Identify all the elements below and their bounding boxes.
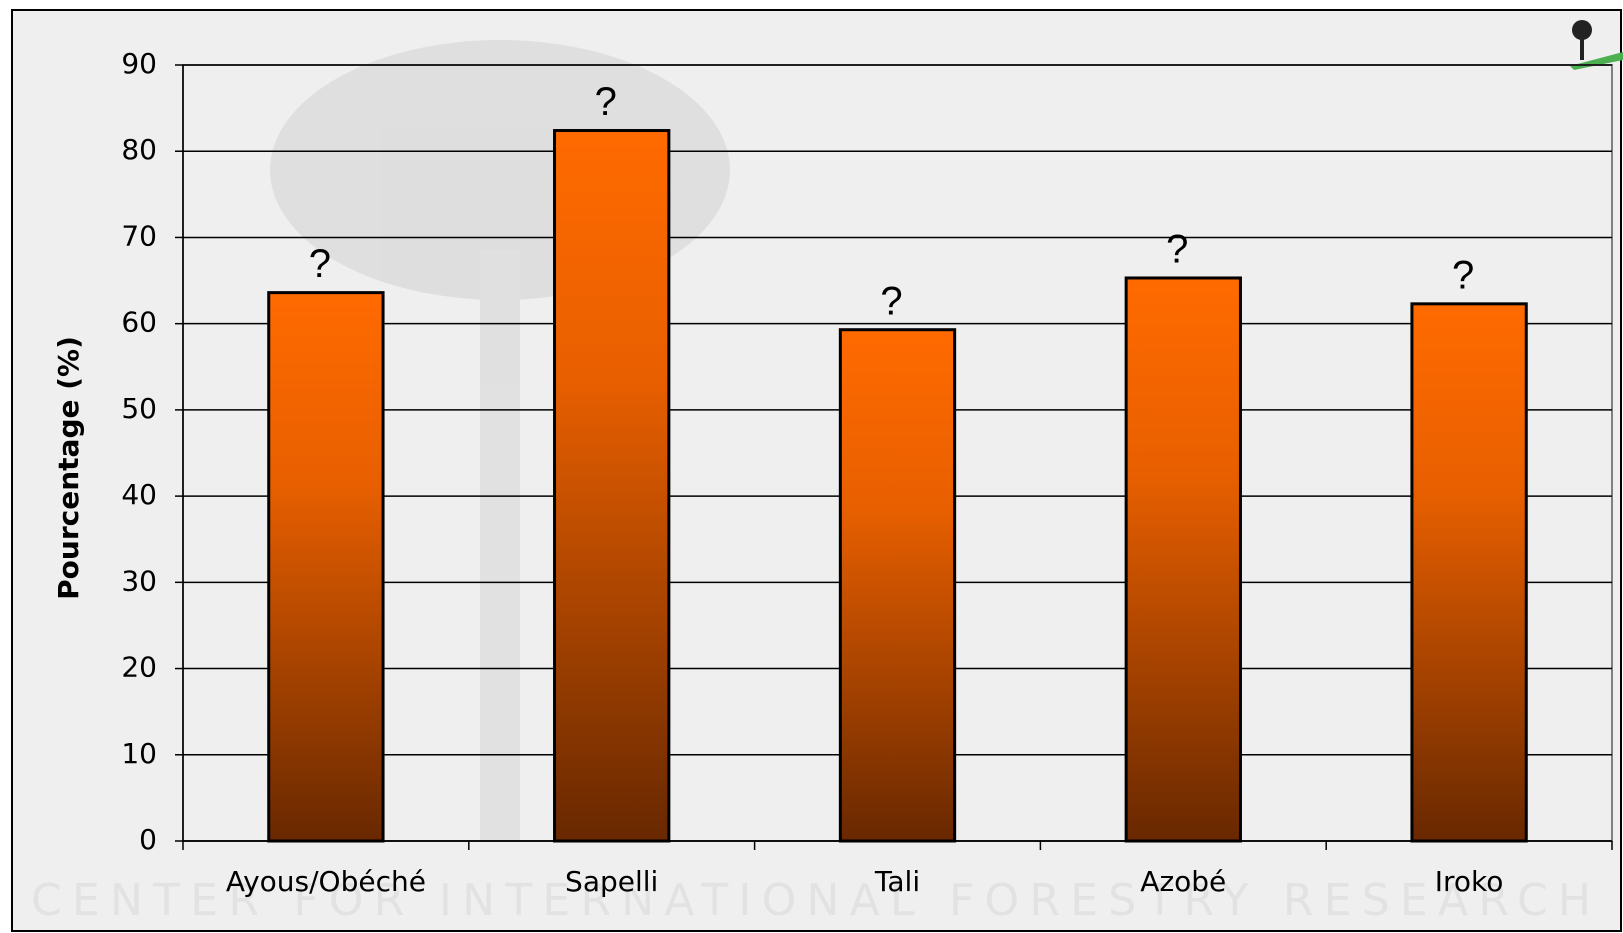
bar [267,291,385,843]
x-tick-label: Ayous/Obéché [226,865,426,898]
data-label: ? [1452,253,1474,297]
y-tick-label: 90 [121,47,157,80]
y-tick-label: 0 [139,823,157,856]
x-tick-label: Tali [874,865,920,898]
x-tick-label: Sapelli [565,865,658,898]
y-tick-label: 80 [121,133,157,166]
y-tick-label: 30 [121,564,157,597]
y-tick-label: 50 [121,392,157,425]
bar [1124,276,1242,843]
x-tick-label: Iroko [1435,865,1504,898]
y-axis-label: Pourcentage (%) [52,336,85,600]
data-label: ? [1166,228,1188,272]
y-tick-label: 10 [121,737,157,770]
y-tick-label: 40 [121,478,157,511]
data-label: ? [595,80,617,124]
y-tick-label: 70 [121,219,157,252]
x-tick-label: Azobé [1140,865,1226,898]
bar [1410,302,1528,843]
y-tick-label: 60 [121,306,157,339]
data-label: ? [309,242,331,286]
bar [838,328,957,843]
frame [11,9,1622,932]
data-label: ? [880,279,902,323]
bar [553,129,671,843]
y-tick-label: 20 [121,651,157,684]
